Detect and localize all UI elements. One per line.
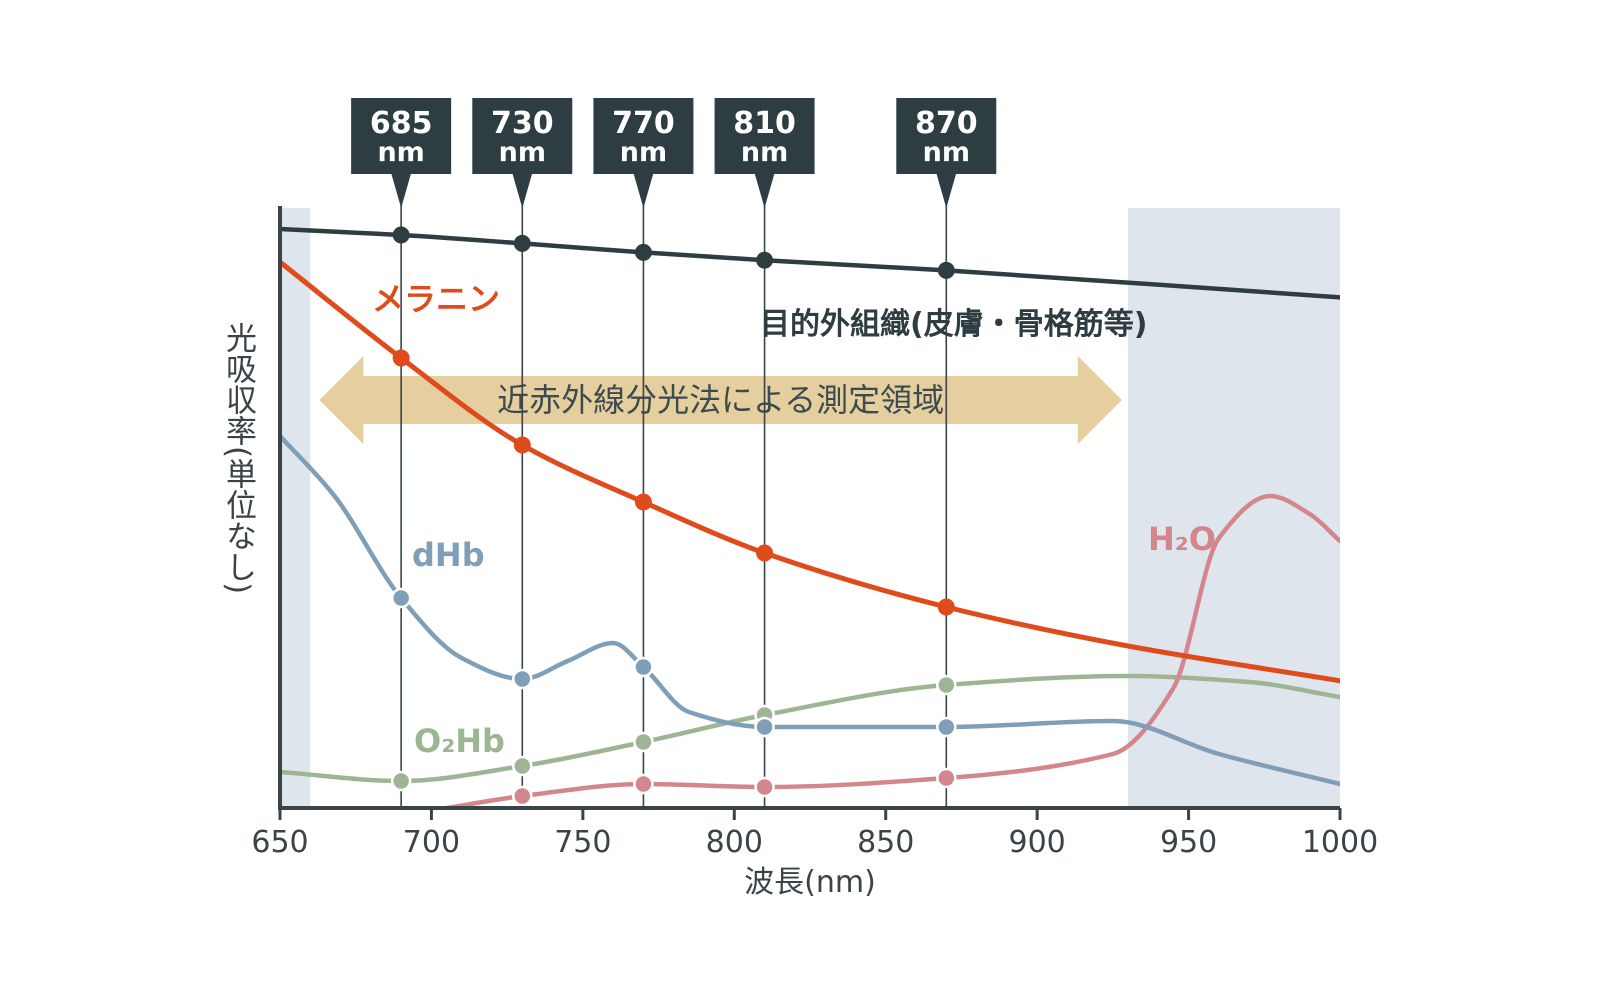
x-tick-label-1000: 1000: [1302, 825, 1378, 860]
point-melanin-770: [634, 493, 652, 511]
x-tick-label-850: 850: [857, 825, 914, 860]
point-tissue-730: [513, 234, 531, 252]
point-o2hb-870: [936, 674, 957, 696]
point-tissue-690: [392, 226, 410, 244]
band-label: 近赤外線分光法による測定領域: [497, 381, 944, 419]
marker-unit-730: nm: [499, 137, 546, 168]
x-tick-label-800: 800: [706, 825, 763, 860]
series-label-tissue: 目的外組織(皮膚・骨格筋等): [760, 307, 1147, 342]
series-line-h2o: [444, 493, 1340, 808]
series-label-dhb: dHb: [412, 536, 485, 574]
axes: 650 700 750 800 850 900 950 1000 波長(nm): [251, 206, 1378, 900]
x-axis-title: 波長(nm): [744, 865, 876, 900]
marker-unit-870: nm: [923, 137, 970, 168]
series-label-h2o: H₂O: [1148, 520, 1216, 558]
marker-value-770: 770: [612, 106, 675, 141]
point-o2hb-770: [633, 731, 654, 753]
point-h2o-810: [754, 776, 775, 798]
marker-box-730: [472, 98, 573, 174]
x-tick-label-700: 700: [403, 825, 460, 860]
marker-value-730: 730: [491, 106, 554, 141]
point-h2o-770: [633, 773, 654, 795]
marker-value-870: 870: [915, 106, 978, 141]
point-h2o-730: [512, 785, 533, 807]
y-axis-title: 光吸収率(単位なし): [220, 322, 256, 594]
x-tick-label-950: 950: [1160, 825, 1217, 860]
marker-box-685: [351, 98, 452, 174]
marker-unit-685: nm: [377, 137, 424, 168]
point-h2o-870: [936, 767, 957, 789]
point-melanin-730: [513, 436, 531, 454]
marker-unit-810: nm: [741, 137, 788, 168]
point-dhb-690: [390, 587, 412, 609]
point-tissue-810: [756, 251, 774, 269]
marker-unit-770: nm: [620, 137, 667, 168]
marker-value-810: 810: [733, 106, 796, 141]
point-melanin-870: [937, 598, 955, 616]
marker-value-685: 685: [370, 106, 433, 141]
point-o2hb-690: [390, 770, 412, 792]
x-tick-label-650: 650: [251, 825, 308, 860]
series-label-o2hb: O₂Hb: [414, 722, 505, 760]
marker-pointer-810: [754, 173, 775, 208]
point-o2hb-730: [512, 755, 533, 777]
series-points: [390, 226, 957, 807]
shaded-region-1: [1128, 208, 1340, 808]
x-tick-label-750: 750: [554, 825, 611, 860]
point-dhb-810: [754, 716, 775, 738]
band-arrow: [319, 356, 1122, 444]
marker-box-870: [896, 98, 997, 174]
marker-pointer-870: [936, 173, 957, 208]
point-melanin-810: [756, 544, 774, 562]
x-tick-label-900: 900: [1009, 825, 1066, 860]
point-dhb-730: [512, 668, 533, 690]
marker-box-770: [593, 98, 694, 174]
marker-pointer-730: [512, 173, 533, 208]
point-dhb-870: [936, 716, 957, 738]
shaded-region-0: [280, 208, 311, 808]
series-line-melanin: [280, 259, 1340, 684]
series-label-melanin: メラニン: [372, 280, 500, 318]
point-melanin-690: [392, 349, 410, 367]
measurement-band: 近赤外線分光法による測定領域: [319, 356, 1122, 444]
point-dhb-770: [633, 656, 654, 678]
marker-pointer-685: [391, 173, 412, 208]
marker-box-810: [714, 98, 815, 174]
point-tissue-870: [937, 261, 955, 279]
marker-pointer-770: [633, 173, 654, 208]
point-tissue-770: [634, 243, 652, 261]
